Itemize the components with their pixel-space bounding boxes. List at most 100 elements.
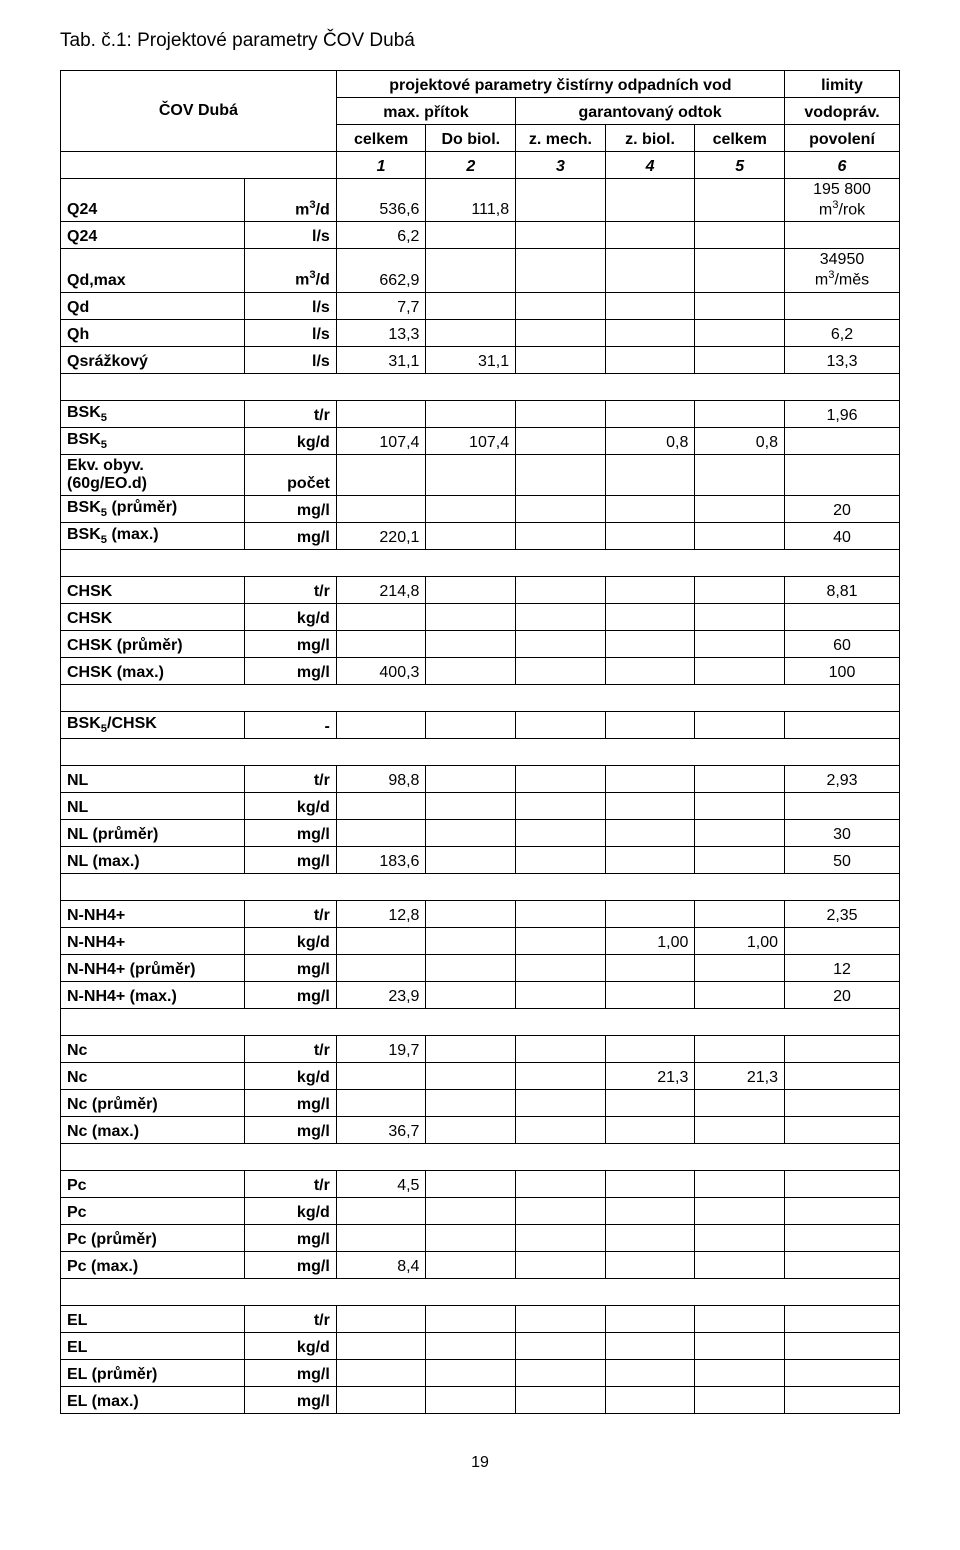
data-cell bbox=[426, 711, 516, 738]
data-cell-last bbox=[785, 1332, 900, 1359]
row-unit: t/r bbox=[244, 400, 336, 427]
data-cell bbox=[605, 1386, 695, 1413]
data-cell-last: 6,2 bbox=[785, 319, 900, 346]
data-cell bbox=[695, 1386, 785, 1413]
data-cell: 6,2 bbox=[336, 222, 426, 249]
data-cell-last bbox=[785, 927, 900, 954]
row-label: Pc bbox=[61, 1197, 245, 1224]
data-cell bbox=[695, 495, 785, 522]
row-unit: t/r bbox=[244, 765, 336, 792]
data-cell bbox=[605, 1197, 695, 1224]
data-cell-last: 20 bbox=[785, 981, 900, 1008]
data-cell: 1,00 bbox=[695, 927, 785, 954]
table-row: NL (průměr)mg/l30 bbox=[61, 819, 900, 846]
header-limity: limity bbox=[785, 71, 900, 98]
data-cell bbox=[695, 1359, 785, 1386]
table-row: EL (max.)mg/l bbox=[61, 1386, 900, 1413]
data-cell: 220,1 bbox=[336, 522, 426, 549]
data-cell bbox=[336, 711, 426, 738]
data-cell-last bbox=[785, 1170, 900, 1197]
data-cell bbox=[426, 249, 516, 292]
data-cell-last: 12 bbox=[785, 954, 900, 981]
data-cell bbox=[516, 292, 606, 319]
table-row bbox=[61, 684, 900, 711]
data-cell-last bbox=[785, 1035, 900, 1062]
data-cell: 400,3 bbox=[336, 657, 426, 684]
table-row bbox=[61, 738, 900, 765]
data-cell bbox=[426, 1305, 516, 1332]
row-unit: m3/d bbox=[244, 179, 336, 222]
data-cell: 4,5 bbox=[336, 1170, 426, 1197]
data-cell bbox=[516, 954, 606, 981]
table-row: Nct/r19,7 bbox=[61, 1035, 900, 1062]
row-label: NL bbox=[61, 792, 245, 819]
data-cell bbox=[516, 1116, 606, 1143]
table-row: BSK5/CHSK- bbox=[61, 711, 900, 738]
row-unit: mg/l bbox=[244, 522, 336, 549]
data-cell: 31,1 bbox=[336, 346, 426, 373]
data-cell bbox=[336, 927, 426, 954]
data-cell bbox=[695, 319, 785, 346]
row-label: N-NH4+ (max.) bbox=[61, 981, 245, 1008]
data-cell bbox=[516, 495, 606, 522]
data-cell: 13,3 bbox=[336, 319, 426, 346]
table-row: N-NH4+t/r12,82,35 bbox=[61, 900, 900, 927]
data-cell bbox=[605, 711, 695, 738]
row-label: EL bbox=[61, 1305, 245, 1332]
data-cell bbox=[336, 454, 426, 495]
header-cov-duba: ČOV Dubá bbox=[61, 71, 337, 152]
table-row: Nc (průměr)mg/l bbox=[61, 1089, 900, 1116]
header-col-5: 5 bbox=[695, 152, 785, 179]
data-cell bbox=[695, 954, 785, 981]
data-cell bbox=[695, 1251, 785, 1278]
data-cell-last bbox=[785, 292, 900, 319]
row-label: Nc bbox=[61, 1035, 245, 1062]
table-row: Q24m3/d536,6111,8195 800m3/rok bbox=[61, 179, 900, 222]
data-cell: 0,8 bbox=[695, 427, 785, 454]
data-cell: 0,8 bbox=[605, 427, 695, 454]
data-cell bbox=[336, 1089, 426, 1116]
data-cell: 1,00 bbox=[605, 927, 695, 954]
data-cell bbox=[426, 1035, 516, 1062]
data-cell bbox=[695, 1116, 785, 1143]
data-cell-last bbox=[785, 1116, 900, 1143]
data-cell bbox=[516, 454, 606, 495]
data-cell bbox=[516, 711, 606, 738]
header-celkem-1: celkem bbox=[336, 125, 426, 152]
page-title: Tab. č.1: Projektové parametry ČOV Dubá bbox=[60, 30, 900, 52]
row-unit: m3/d bbox=[244, 249, 336, 292]
data-cell: 111,8 bbox=[426, 179, 516, 222]
row-unit: t/r bbox=[244, 1305, 336, 1332]
data-cell-last: 60 bbox=[785, 630, 900, 657]
data-cell bbox=[695, 765, 785, 792]
row-label: EL (průměr) bbox=[61, 1359, 245, 1386]
data-cell bbox=[695, 711, 785, 738]
data-cell bbox=[605, 179, 695, 222]
data-cell bbox=[516, 819, 606, 846]
data-cell bbox=[605, 846, 695, 873]
data-cell bbox=[516, 1224, 606, 1251]
header-gar-odtok: garantovaný odtok bbox=[516, 98, 785, 125]
row-unit: počet bbox=[244, 454, 336, 495]
row-label: Qsrážkový bbox=[61, 346, 245, 373]
data-cell bbox=[605, 319, 695, 346]
data-cell bbox=[336, 792, 426, 819]
data-cell bbox=[426, 1251, 516, 1278]
data-cell bbox=[605, 981, 695, 1008]
row-unit: mg/l bbox=[244, 1089, 336, 1116]
data-cell bbox=[605, 630, 695, 657]
data-cell bbox=[605, 1359, 695, 1386]
header-zmech: z. mech. bbox=[516, 125, 606, 152]
row-unit: kg/d bbox=[244, 1197, 336, 1224]
row-label: Pc (průměr) bbox=[61, 1224, 245, 1251]
row-label: Nc bbox=[61, 1062, 245, 1089]
row-unit: mg/l bbox=[244, 1359, 336, 1386]
header-celkem-2: celkem bbox=[695, 125, 785, 152]
table-row: Pc (průměr)mg/l bbox=[61, 1224, 900, 1251]
row-label: CHSK (průměr) bbox=[61, 630, 245, 657]
data-cell bbox=[516, 1170, 606, 1197]
data-cell bbox=[426, 400, 516, 427]
data-cell-last: 30 bbox=[785, 819, 900, 846]
spacer-cell bbox=[61, 549, 900, 576]
data-cell-last: 40 bbox=[785, 522, 900, 549]
